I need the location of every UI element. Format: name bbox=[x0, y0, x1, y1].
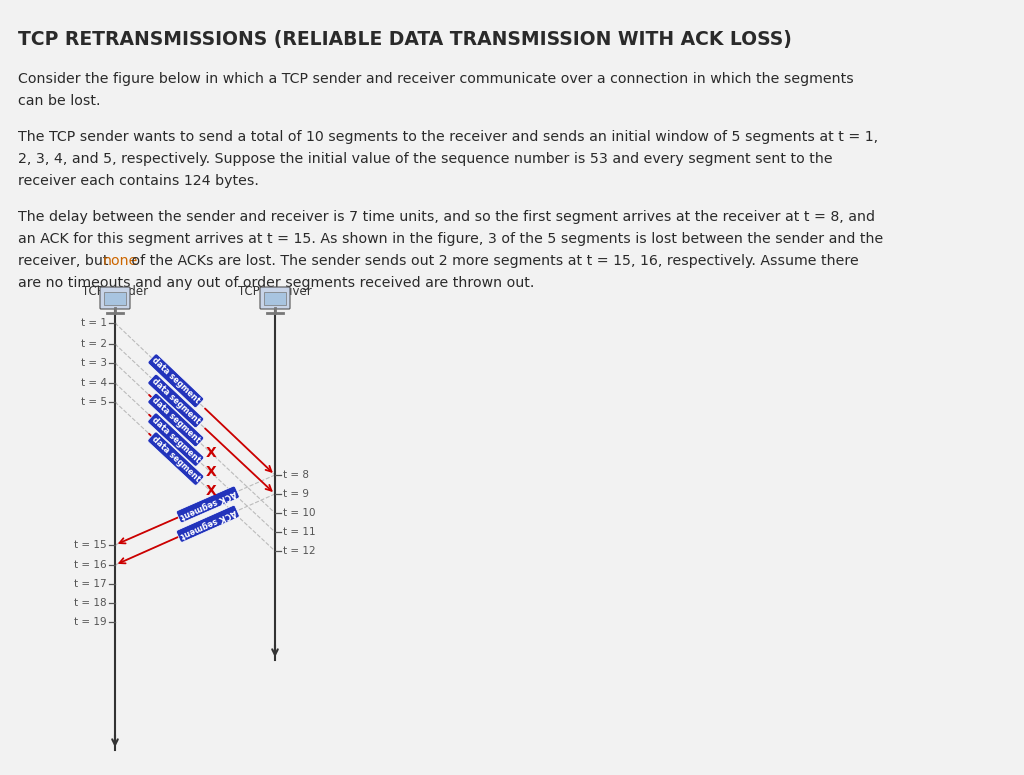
Text: t = 8: t = 8 bbox=[283, 470, 309, 480]
Text: t = 12: t = 12 bbox=[283, 546, 315, 556]
Text: t = 19: t = 19 bbox=[75, 617, 106, 627]
Text: t = 15: t = 15 bbox=[75, 540, 106, 550]
Text: X: X bbox=[206, 446, 216, 460]
Text: of the ACKs are lost. The sender sends out 2 more segments at t = 15, 16, respec: of the ACKs are lost. The sender sends o… bbox=[127, 254, 859, 268]
Text: TCP sender: TCP sender bbox=[82, 285, 148, 298]
FancyBboxPatch shape bbox=[260, 287, 290, 309]
Text: t = 18: t = 18 bbox=[75, 598, 106, 608]
Text: data segment: data segment bbox=[150, 434, 202, 483]
Text: t = 5: t = 5 bbox=[81, 397, 106, 407]
Text: data segment: data segment bbox=[150, 395, 202, 445]
FancyBboxPatch shape bbox=[100, 287, 130, 309]
Text: t = 1: t = 1 bbox=[81, 318, 106, 328]
Bar bbox=[264, 292, 286, 305]
Text: are no timeouts and any out of order segments received are thrown out.: are no timeouts and any out of order seg… bbox=[18, 276, 535, 290]
Text: receiver, but: receiver, but bbox=[18, 254, 113, 268]
Text: can be lost.: can be lost. bbox=[18, 94, 100, 108]
Text: TCP receiver: TCP receiver bbox=[239, 285, 312, 298]
Text: t = 17: t = 17 bbox=[75, 579, 106, 589]
Text: t = 16: t = 16 bbox=[75, 560, 106, 570]
Text: t = 4: t = 4 bbox=[81, 378, 106, 388]
Text: The TCP sender wants to send a total of 10 segments to the receiver and sends an: The TCP sender wants to send a total of … bbox=[18, 130, 879, 144]
Text: ACK segment: ACK segment bbox=[178, 488, 238, 521]
Text: data segment: data segment bbox=[150, 377, 202, 425]
Text: t = 2: t = 2 bbox=[81, 339, 106, 349]
Text: 2, 3, 4, and 5, respectively. Suppose the initial value of the sequence number i: 2, 3, 4, and 5, respectively. Suppose th… bbox=[18, 152, 833, 166]
Text: t = 3: t = 3 bbox=[81, 358, 106, 368]
Text: Consider the figure below in which a TCP sender and receiver communicate over a : Consider the figure below in which a TCP… bbox=[18, 72, 854, 86]
Text: an ACK for this segment arrives at t = 15. As shown in the figure, 3 of the 5 se: an ACK for this segment arrives at t = 1… bbox=[18, 232, 884, 246]
Text: ACK segment: ACK segment bbox=[178, 508, 238, 540]
Text: data segment: data segment bbox=[150, 415, 202, 464]
Text: data segment: data segment bbox=[151, 356, 202, 405]
Bar bbox=[104, 292, 126, 305]
Text: X: X bbox=[206, 484, 216, 498]
Text: X: X bbox=[206, 466, 216, 480]
Text: t = 9: t = 9 bbox=[283, 489, 309, 499]
Text: The delay between the sender and receiver is 7 time units, and so the first segm: The delay between the sender and receive… bbox=[18, 210, 874, 224]
Text: receiver each contains 124 bytes.: receiver each contains 124 bytes. bbox=[18, 174, 259, 188]
Text: t = 10: t = 10 bbox=[283, 508, 315, 518]
Text: TCP RETRANSMISSIONS (RELIABLE DATA TRANSMISSION WITH ACK LOSS): TCP RETRANSMISSIONS (RELIABLE DATA TRANS… bbox=[18, 30, 792, 49]
Text: none: none bbox=[102, 254, 138, 268]
Text: t = 11: t = 11 bbox=[283, 527, 315, 537]
